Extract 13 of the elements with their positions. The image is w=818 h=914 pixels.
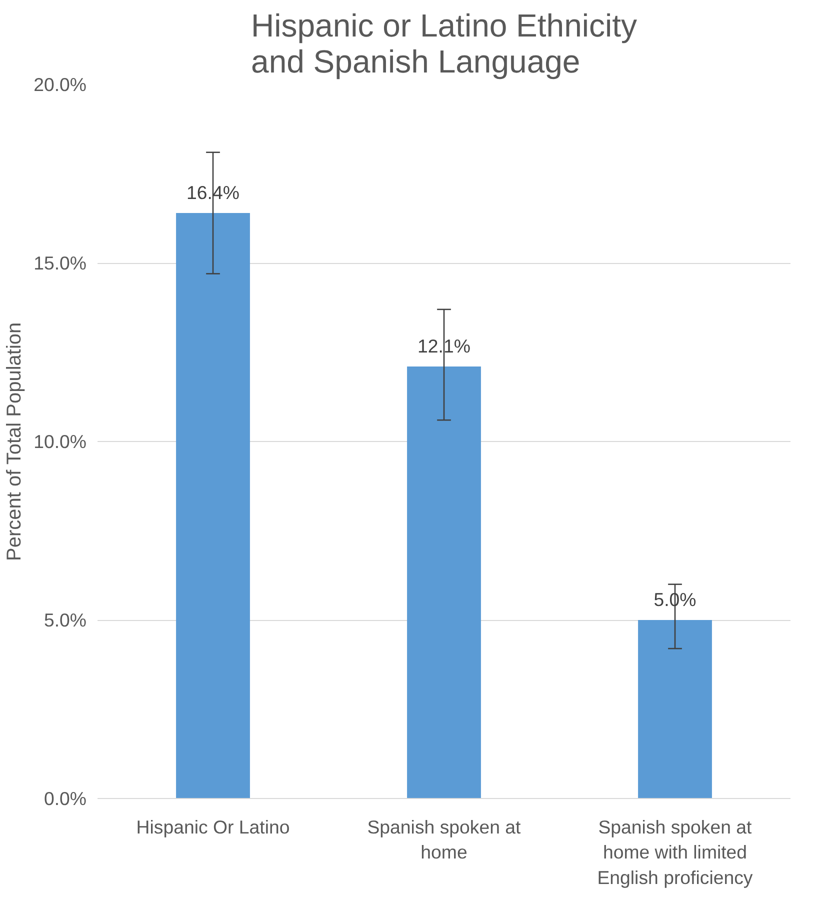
bar	[638, 620, 712, 798]
y-tick-label: 15.0%	[34, 252, 87, 274]
y-tick-label: 10.0%	[34, 431, 87, 452]
y-tick-label: 20.0%	[34, 74, 87, 95]
bar	[407, 366, 481, 798]
x-tick-label: Spanish spoken at home	[367, 816, 522, 863]
bar	[176, 213, 250, 798]
x-tick-label: Spanish spoken at home with limited English proficiency	[597, 816, 754, 888]
x-tick-label: Hispanic Or Latino	[136, 816, 290, 838]
chart-title: Hispanic or Latino Ethnicity and Spanish Language	[251, 8, 637, 80]
y-tick-label: 5.0%	[44, 610, 87, 630]
y-tick-label: 0.0%	[44, 788, 87, 809]
y-axis-title: Percent of Total Population	[4, 322, 26, 562]
